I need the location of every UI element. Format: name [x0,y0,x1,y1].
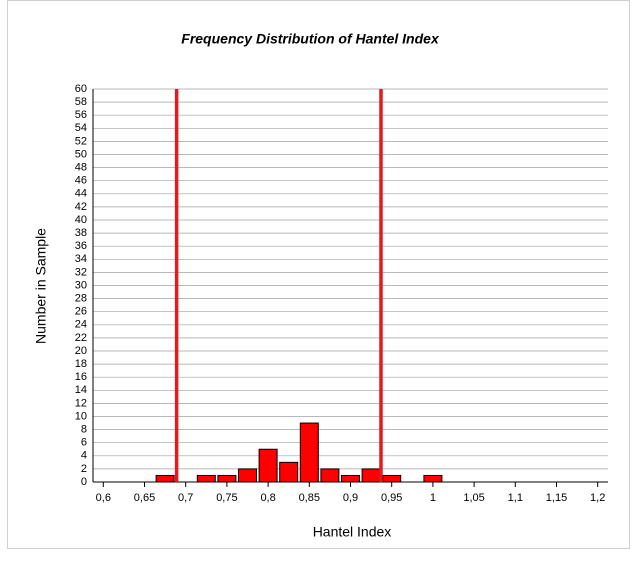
y-tick-label: 32 [75,266,87,278]
y-tick-label: 58 [75,96,87,108]
y-tick-label: 42 [75,201,87,213]
y-tick-label: 4 [81,450,87,462]
x-tick-label: 1,05 [463,492,484,504]
bar [361,468,381,483]
y-tick-label: 54 [75,122,87,134]
y-tick-label: 22 [75,332,87,344]
y-tick-label: 26 [75,306,87,318]
y-axis-label: Number in Sample [33,228,49,344]
y-tick-label: 30 [75,279,87,291]
x-tick-label: 0,75 [216,492,237,504]
x-tick-label: 1,2 [590,492,605,504]
x-tick-label: 0,6 [96,492,111,504]
x-tick-label: 0,85 [299,492,320,504]
y-tick-label: 40 [75,214,87,226]
y-tick-label: 16 [75,371,87,383]
x-tick-label: 1 [430,492,436,504]
bar [423,474,443,483]
x-tick-label: 1,1 [508,492,523,504]
chart-title: Frequency Distribution of Hantel Index [181,31,440,47]
x-tick-label: 1,15 [546,492,567,504]
y-tick-label: 10 [75,410,87,422]
y-tick-label: 34 [75,253,87,265]
bar [238,468,257,483]
y-tick-label: 20 [75,345,87,357]
x-axis-label: Hantel Index [313,524,392,540]
bar [155,474,175,483]
y-tick-label: 44 [75,188,87,200]
x-tick-label: 0,95 [381,492,402,504]
y-tick-label: 14 [75,384,87,396]
bar [279,461,299,483]
y-tick-label: 38 [75,227,87,239]
bar [320,468,340,483]
y-tick-label: 46 [75,175,87,187]
x-tick-label: 0,65 [134,492,155,504]
y-tick-label: 60 [75,83,87,95]
y-tick-label: 28 [75,293,87,305]
bar [196,474,216,483]
y-tick-label: 36 [75,240,87,252]
y-tick-label: 50 [75,148,87,160]
bar [382,474,402,483]
y-tick-label: 6 [81,437,87,449]
y-tick-label: 2 [81,463,87,475]
x-tick-label: 0,7 [178,492,193,504]
y-tick-label: 12 [75,397,87,409]
y-tick-label: 8 [81,424,87,436]
y-tick-label: 48 [75,162,87,174]
bar [299,422,319,483]
y-tick-label: 52 [75,135,87,147]
bar [217,474,237,483]
x-tick-label: 0,8 [260,492,275,504]
bar [341,474,360,483]
y-tick-label: 24 [75,319,87,331]
x-tick-label: 0,9 [343,492,358,504]
bar [258,448,278,483]
y-tick-label: 56 [75,109,87,121]
y-tick-label: 0 [81,476,87,488]
y-tick-label: 18 [75,358,87,370]
